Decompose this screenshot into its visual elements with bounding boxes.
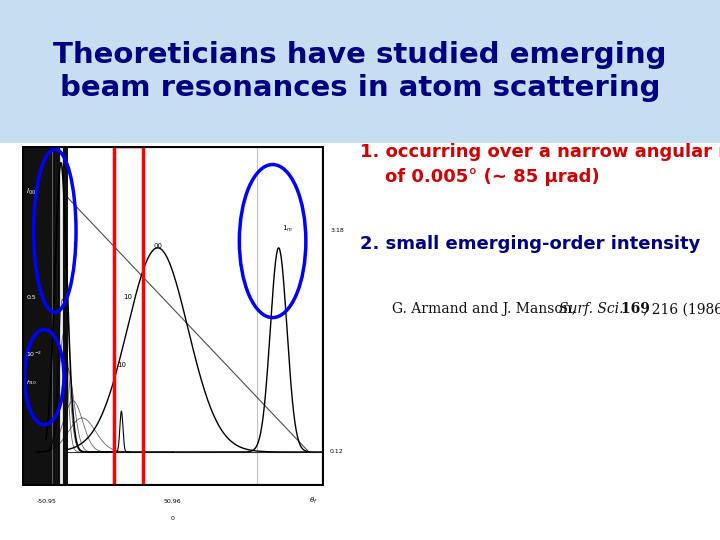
Text: Surf. Sci.: Surf. Sci. <box>559 302 624 316</box>
Text: $10^{-2}$: $10^{-2}$ <box>26 349 42 359</box>
Text: $1_m$: $1_m$ <box>282 224 293 234</box>
Text: 169: 169 <box>616 302 650 316</box>
Bar <box>22 146 68 486</box>
Text: 0.5: 0.5 <box>26 295 36 300</box>
Text: 0: 0 <box>171 516 175 521</box>
Text: 1. occurring over a narrow angular range
    of 0.005° (~ 85 μrad): 1. occurring over a narrow angular range… <box>360 143 720 186</box>
Text: 10: 10 <box>123 294 132 300</box>
Text: 0.12: 0.12 <box>330 449 343 455</box>
Text: $I_{00}$: $I_{00}$ <box>26 187 36 197</box>
Text: 2. small emerging-order intensity: 2. small emerging-order intensity <box>360 235 701 253</box>
Text: G. Armand and J. Manson,: G. Armand and J. Manson, <box>392 302 581 316</box>
Text: $\theta_f$: $\theta_f$ <box>310 496 318 506</box>
Text: $h_{10}$: $h_{10}$ <box>26 378 37 387</box>
Text: 3.18: 3.18 <box>330 228 343 233</box>
Text: Theoreticians have studied emerging
beam resonances in atom scattering: Theoreticians have studied emerging beam… <box>53 41 667 102</box>
Bar <box>114 146 143 486</box>
Bar <box>0 0 720 143</box>
Text: 00: 00 <box>153 243 162 249</box>
Text: -50.95: -50.95 <box>37 499 57 504</box>
Text: , 216 (1986): , 216 (1986) <box>643 302 720 316</box>
Text: 10: 10 <box>117 362 126 368</box>
Text: 50.96: 50.96 <box>164 499 181 504</box>
